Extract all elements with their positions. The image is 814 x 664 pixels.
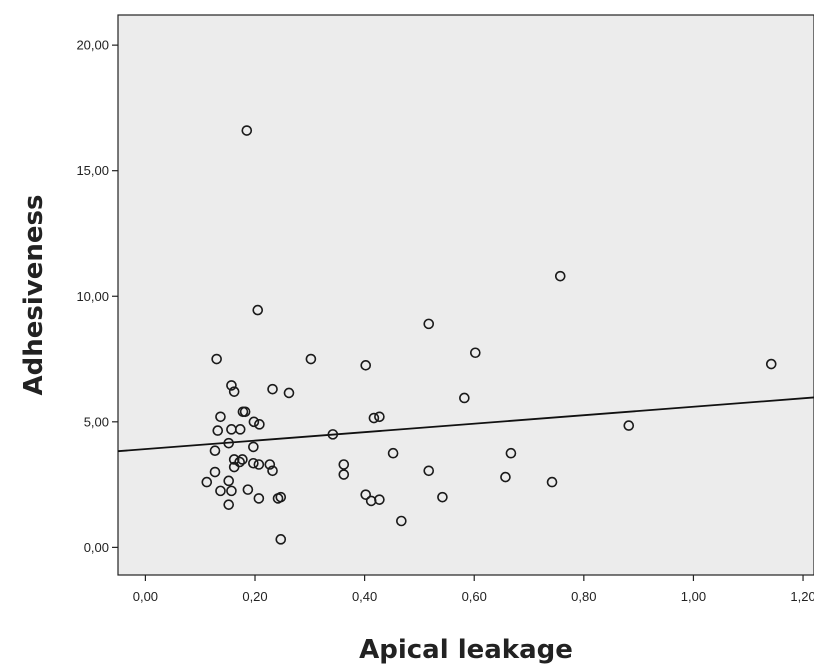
- x-tick-label: 0,00: [133, 589, 158, 604]
- data-point: [239, 406, 251, 418]
- data-point: [212, 425, 224, 436]
- data-point: [253, 493, 265, 504]
- data-point: [338, 459, 350, 470]
- data-point: [360, 489, 372, 500]
- data-point: [228, 386, 240, 397]
- data-point: [253, 459, 265, 470]
- data-point: [242, 484, 254, 495]
- data-point: [215, 411, 226, 423]
- x-tick-label: 1,00: [681, 589, 706, 604]
- data-point: [368, 412, 380, 424]
- data-point: [275, 491, 287, 503]
- data-point: [226, 380, 237, 391]
- x-tick-label: 0,40: [352, 589, 377, 604]
- data-point: [423, 318, 435, 330]
- data-point: [211, 353, 222, 365]
- data-point: [360, 360, 372, 371]
- data-point: [223, 475, 235, 487]
- plot-area: [117, 14, 814, 576]
- data-point: [252, 304, 264, 316]
- data-point: [237, 454, 248, 465]
- data-point: [765, 358, 777, 370]
- data-point: [201, 476, 213, 488]
- data-point: [234, 424, 246, 435]
- data-point: [241, 125, 253, 136]
- data-point: [223, 499, 235, 510]
- data-point: [215, 485, 226, 497]
- y-tick-label: 10,00: [76, 289, 109, 304]
- data-point: [505, 447, 517, 459]
- y-axis: 0,00 5,00 10,00 15,00 20,00: [76, 38, 118, 555]
- x-tick-label: 0,60: [462, 589, 487, 604]
- y-tick-label: 20,00: [76, 38, 109, 53]
- y-axis-title: Adhesiveness: [19, 195, 49, 396]
- data-point: [554, 270, 566, 282]
- data-point: [228, 461, 240, 473]
- x-tick-label: 0,20: [242, 589, 267, 604]
- y-tick-label: 0,00: [84, 540, 109, 555]
- x-tick-label: 1,20: [790, 589, 814, 604]
- data-point: [623, 420, 635, 431]
- x-tick-label: 0,80: [571, 589, 596, 604]
- data-point: [338, 469, 350, 480]
- x-axis-title: Apical leakage: [359, 635, 573, 664]
- data-point: [305, 353, 317, 365]
- data-point: [327, 429, 339, 440]
- data-point: [254, 419, 265, 430]
- data-point: [248, 416, 260, 428]
- data-point: [267, 465, 278, 477]
- data-point: [248, 441, 259, 453]
- data-point: [374, 411, 385, 423]
- data-point: [248, 457, 259, 469]
- y-tick-label: 5,00: [84, 414, 109, 429]
- regression-line: [117, 396, 814, 453]
- data-point: [209, 466, 221, 478]
- data-point: [223, 437, 235, 449]
- data-point: [226, 485, 237, 497]
- data-point: [209, 445, 221, 456]
- data-point: [396, 515, 407, 527]
- data-point: [459, 392, 470, 404]
- fit-line-group: [117, 396, 814, 453]
- x-axis: 0,00 0,20 0,40 0,60 0,80 1,00 1,20: [133, 575, 814, 604]
- data-point: [275, 534, 287, 545]
- data-point: [437, 491, 448, 503]
- data-point: [264, 459, 276, 470]
- data-point: [546, 476, 558, 488]
- data-point: [423, 465, 435, 477]
- y-tick-label: 15,00: [76, 163, 109, 178]
- data-point: [500, 471, 511, 483]
- data-point: [267, 383, 278, 395]
- data-point: [283, 387, 295, 399]
- data-point: [470, 347, 481, 359]
- data-point: [387, 447, 399, 459]
- data-points: [201, 125, 777, 545]
- data-point: [374, 494, 385, 505]
